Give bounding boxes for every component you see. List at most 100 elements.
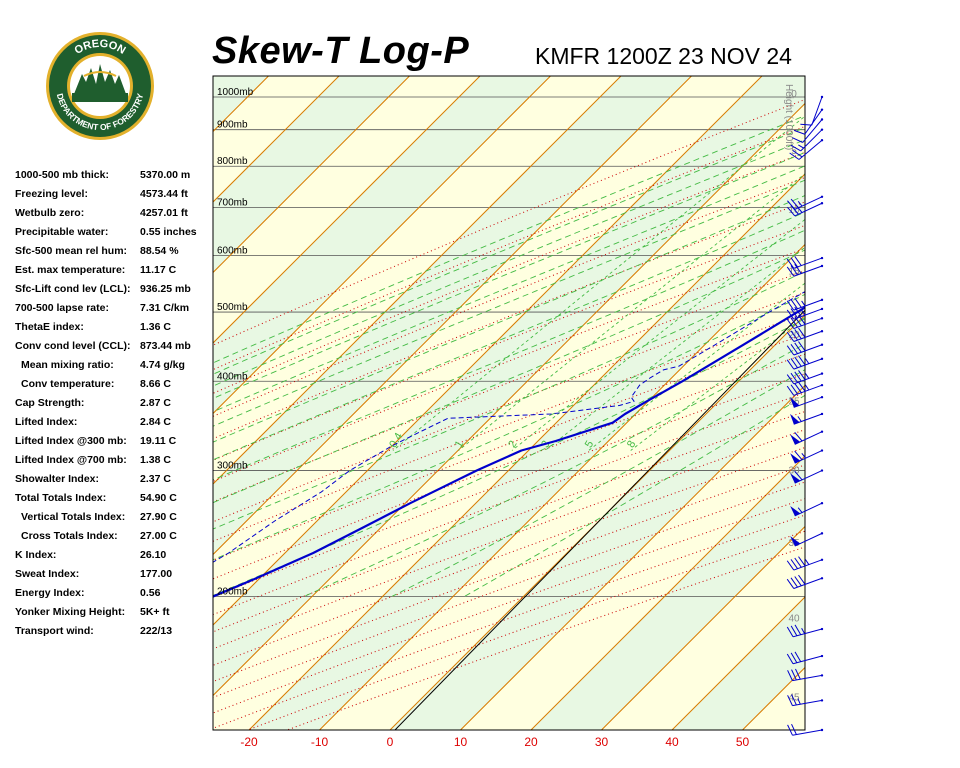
moist-adiabat-line bbox=[213, 211, 805, 461]
wind-barb-base bbox=[820, 298, 824, 302]
wind-barb bbox=[786, 556, 824, 571]
height-tick-label: 10 bbox=[788, 205, 800, 216]
wind-barb-full bbox=[794, 371, 802, 382]
wind-barb-flag bbox=[790, 473, 801, 484]
wind-barb-base bbox=[820, 395, 824, 399]
wind-barb bbox=[790, 395, 824, 408]
wind-barb-half bbox=[797, 698, 801, 705]
stat-value: 2.84 C bbox=[140, 416, 171, 428]
stat-label: Lifted Index @700 mb: bbox=[15, 454, 127, 466]
pressure-label: 700mb bbox=[217, 198, 248, 209]
wind-barb-staff bbox=[793, 317, 823, 330]
wind-barb-staff bbox=[792, 674, 823, 682]
pressure-label: 600mb bbox=[217, 245, 248, 256]
wind-barb-half bbox=[797, 416, 802, 422]
wind-barb-base bbox=[820, 728, 824, 732]
wind-barb-full bbox=[786, 266, 795, 277]
moist-adiabat-line bbox=[213, 195, 805, 443]
wind-barb-flag bbox=[790, 413, 800, 425]
stat-label: Transport wind: bbox=[15, 625, 94, 637]
stat-value: 2.87 C bbox=[140, 397, 171, 409]
wind-barb-staff bbox=[794, 196, 823, 210]
wind-barb-staff bbox=[794, 431, 823, 445]
wind-barb-full bbox=[794, 470, 803, 481]
stat-label: Lifted Index: bbox=[15, 416, 78, 428]
wind-barb-staff bbox=[794, 532, 823, 547]
wind-barb-full bbox=[798, 355, 806, 366]
wind-barb bbox=[786, 297, 824, 311]
stat-row: 700-500 lapse rate: 7.31 C/km bbox=[15, 302, 215, 321]
wind-barb-full bbox=[787, 724, 793, 736]
wind-barb-full bbox=[786, 300, 795, 311]
stat-value: 1.36 C bbox=[140, 321, 171, 333]
wind-barb-full bbox=[794, 329, 802, 340]
wind-barb-base bbox=[820, 654, 824, 658]
wind-barb-full bbox=[794, 651, 802, 662]
wind-barb bbox=[787, 202, 824, 217]
wind-barb-base bbox=[820, 383, 824, 387]
wind-barb-full bbox=[792, 150, 803, 158]
wind-barb-flag bbox=[790, 536, 801, 547]
wind-barb bbox=[786, 256, 824, 269]
wind-barb-full bbox=[794, 316, 802, 327]
wind-barb-half bbox=[804, 384, 810, 391]
moist-adiabat-line bbox=[213, 293, 805, 561]
pressure-label: 300mb bbox=[217, 461, 248, 472]
wind-barb-base bbox=[820, 118, 824, 121]
isotherm-line bbox=[601, 525, 805, 730]
wind-barb-full bbox=[786, 345, 795, 356]
wind-barb-base bbox=[820, 577, 824, 580]
isotherm-line bbox=[0, 76, 198, 730]
wind-barb-staff bbox=[802, 119, 823, 143]
wind-barb-half bbox=[801, 453, 807, 459]
wind-barb-staff bbox=[793, 344, 823, 356]
wind-barb-full bbox=[794, 576, 802, 587]
wind-barb-base bbox=[820, 372, 824, 375]
wind-barb bbox=[786, 651, 824, 665]
wind-barb-full bbox=[790, 652, 798, 664]
wind-barb-base bbox=[820, 195, 824, 198]
stat-label: Precipitable water: bbox=[15, 226, 109, 238]
height-tick-label: 30 bbox=[788, 466, 800, 477]
mixing-ratio-label: 5 bbox=[583, 439, 596, 450]
wind-barb-full bbox=[794, 256, 802, 266]
wind-barb bbox=[790, 128, 824, 152]
wind-barb-full bbox=[794, 383, 802, 394]
moist-adiabat-line bbox=[213, 318, 805, 596]
oregon-forestry-logo: OREGON DEPARTMENT OF FORESTRY bbox=[46, 32, 154, 140]
pressure-label: 500mb bbox=[217, 302, 248, 313]
stat-value: 54.90 C bbox=[140, 492, 177, 504]
stat-row: Energy Index: 0.56 bbox=[15, 587, 215, 606]
page-title: Skew-T Log-P bbox=[212, 30, 470, 72]
logo-mountain-line bbox=[83, 71, 117, 77]
stat-label: Est. max temperature: bbox=[15, 264, 126, 276]
wind-barb-full bbox=[798, 381, 806, 392]
stat-label: Sweat Index: bbox=[15, 568, 80, 580]
wind-barb-half bbox=[798, 144, 804, 149]
mixing-ratio-line bbox=[630, 316, 805, 451]
isotherm-line bbox=[813, 76, 960, 730]
wind-barb-full bbox=[790, 625, 798, 637]
wind-barb-half bbox=[797, 507, 803, 513]
wind-barb-half bbox=[804, 358, 810, 364]
wind-barb-full bbox=[786, 331, 795, 342]
pressure-label: 400mb bbox=[217, 371, 248, 382]
stat-label: Sfc-500 mean rel hum: bbox=[15, 245, 128, 257]
wind-barb-base bbox=[820, 256, 824, 260]
isotherm-line bbox=[213, 76, 692, 556]
stat-label: Lifted Index @300 mb: bbox=[15, 435, 127, 447]
wind-barb-staff bbox=[793, 265, 823, 277]
wind-barb bbox=[790, 469, 824, 484]
dry-adiabat-line bbox=[213, 151, 805, 394]
wind-barb-flag bbox=[790, 397, 800, 408]
wind-barb-flag bbox=[790, 434, 801, 445]
stat-row: Showalter Index: 2.37 C bbox=[15, 473, 215, 492]
moist-adiabat-line bbox=[213, 151, 805, 399]
wind-barb-half bbox=[797, 207, 803, 213]
logo-top-text: OREGON bbox=[73, 38, 128, 57]
stat-row: Vertical Totals Index: 27.90 C bbox=[15, 511, 215, 530]
wind-barb-staff bbox=[792, 655, 823, 665]
wind-barb-staff bbox=[794, 450, 823, 464]
mixing-ratio-line bbox=[544, 246, 805, 451]
